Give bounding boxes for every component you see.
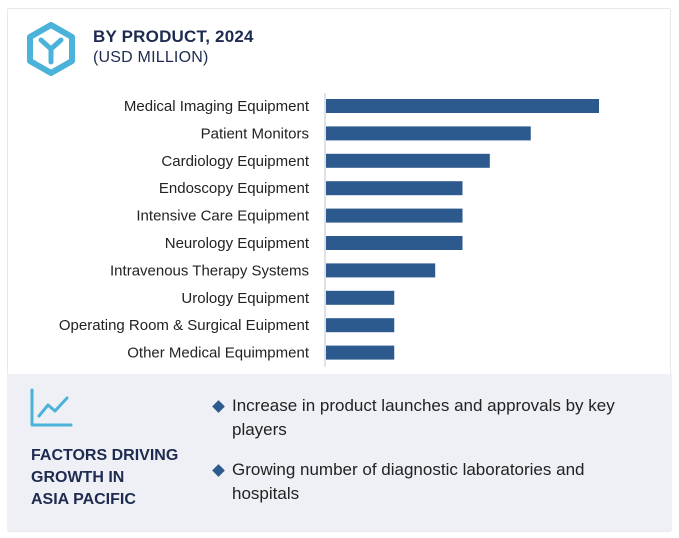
diamond-bullet-icon [212, 464, 225, 477]
factors-title: FACTORS DRIVING GROWTH IN ASIA PACIFIC [31, 445, 211, 511]
bar-chart: Medical Imaging Equipment Patient Monitor… [59, 93, 599, 367]
category-label: Patient Monitors [201, 125, 309, 142]
trend-line-chart-icon [30, 388, 73, 427]
bar [326, 290, 395, 305]
bar [326, 153, 490, 168]
category-label: Other Medical Equimpment [127, 345, 310, 362]
category-label: Cardiology Equipment [161, 153, 309, 170]
bar-series [326, 99, 599, 360]
factor-text: Growing number of diagnostic laboratorie… [232, 460, 585, 503]
bar [326, 181, 463, 196]
list-item: Growing number of diagnostic laboratorie… [212, 458, 652, 506]
factors-title-line: FACTORS DRIVING [31, 447, 179, 464]
bar [326, 236, 463, 250]
bar [326, 318, 395, 333]
category-label: Intravenous Therapy Systems [110, 262, 309, 279]
factors-panel: FACTORS DRIVING GROWTH IN ASIA PACIFIC I… [7, 374, 672, 531]
factor-text: Increase in product launches and approva… [232, 396, 615, 439]
chart-subtitle: (USD MILLION) [93, 49, 209, 66]
bar [326, 99, 599, 113]
category-label: Endoscopy Equipment [159, 180, 310, 197]
factors-title-line: GROWTH IN [31, 469, 125, 486]
category-label: Urology Equipment [181, 290, 309, 307]
chart-title: BY PRODUCT, 2024 [93, 27, 254, 46]
bar [326, 263, 436, 278]
category-label: Neurology Equipment [165, 235, 310, 252]
bar [326, 208, 463, 223]
bar [326, 126, 531, 141]
factors-title-line: ASIA PACIFIC [31, 491, 136, 508]
category-label: Medical Imaging Equipment [124, 98, 310, 115]
factors-list: Increase in product launches and approva… [212, 394, 652, 522]
bar [326, 345, 395, 360]
hexagon-y-logo-icon [27, 22, 75, 76]
diamond-bullet-icon [212, 400, 225, 413]
category-label: Intensive Care Equipment [136, 208, 309, 225]
list-item: Increase in product launches and approva… [212, 394, 652, 442]
category-labels: Medical Imaging Equipment Patient Monitor… [59, 98, 310, 362]
category-label: Operating Room & Surgical Euipment [59, 317, 310, 334]
